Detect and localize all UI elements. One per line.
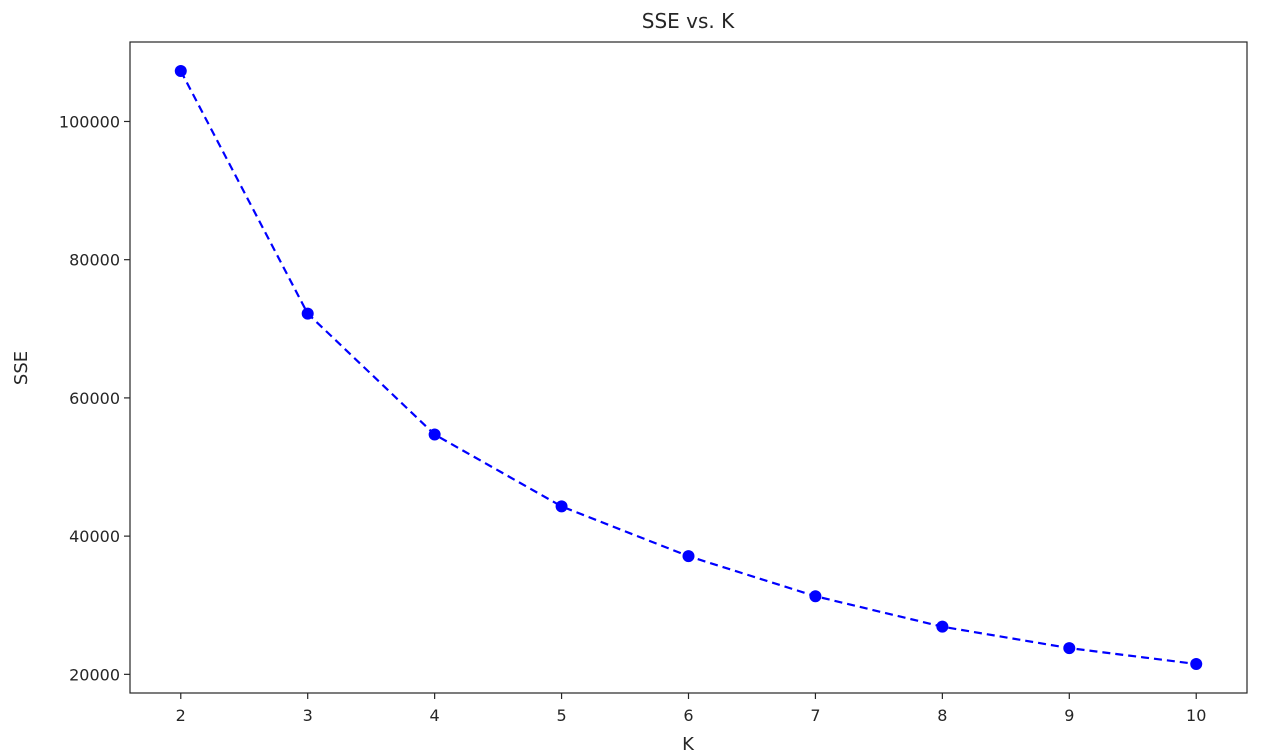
data-point [1190, 657, 1203, 670]
data-point [174, 65, 187, 78]
data-point [428, 428, 441, 441]
y-tick-label: 80000 [69, 251, 120, 270]
x-axis-ticks: 2 3 4 5 6 7 8 9 10 [176, 693, 1206, 725]
x-tick-label: 3 [303, 706, 313, 725]
data-point [301, 307, 314, 320]
x-tick-label: 5 [556, 706, 566, 725]
x-tick-label: 7 [810, 706, 820, 725]
x-tick-label: 2 [176, 706, 186, 725]
data-point [555, 500, 568, 513]
y-tick-label: 40000 [69, 527, 120, 546]
x-tick-label: 9 [1064, 706, 1074, 725]
data-point [936, 620, 949, 633]
series-line-sse [179, 70, 1197, 666]
y-tick-label: 100000 [59, 112, 120, 131]
x-tick-label: 6 [683, 706, 693, 725]
x-axis-label: K [682, 734, 695, 754]
y-axis-label: SSE [11, 351, 32, 385]
x-tick-label: 4 [430, 706, 440, 725]
x-tick-label: 8 [937, 706, 947, 725]
data-point [1063, 642, 1076, 655]
data-point [809, 590, 822, 603]
data-point [682, 550, 695, 563]
y-tick-label: 60000 [69, 389, 120, 408]
x-tick-label: 10 [1186, 706, 1206, 725]
y-tick-label: 20000 [69, 665, 120, 684]
plot-area-frame [129, 41, 1248, 694]
series-points [174, 65, 1203, 670]
chart-title: SSE vs. K [642, 9, 735, 33]
y-axis-ticks: 20000 40000 60000 80000 100000 [59, 112, 130, 684]
